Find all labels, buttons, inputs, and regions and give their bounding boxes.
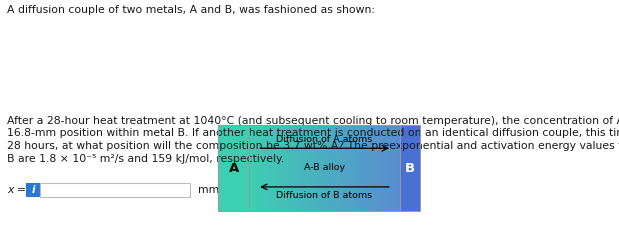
Text: A: A <box>228 161 239 175</box>
Text: After a 28-hour heat treatment at 1040°C (and subsequent cooling to room tempera: After a 28-hour heat treatment at 1040°C… <box>7 116 619 126</box>
Text: B: B <box>405 161 415 175</box>
Text: i: i <box>31 185 35 195</box>
Text: Diffusion of B atoms: Diffusion of B atoms <box>277 191 373 200</box>
Bar <box>26 183 40 197</box>
Text: 16.8-mm position within metal B. If another heat treatment is conducted on an id: 16.8-mm position within metal B. If anot… <box>7 129 619 138</box>
Text: A diffusion couple of two metals, A and B, was fashioned as shown:: A diffusion couple of two metals, A and … <box>7 5 375 15</box>
Bar <box>218 125 420 211</box>
Text: Diffusion of A atoms: Diffusion of A atoms <box>277 135 373 144</box>
Text: mm: mm <box>198 185 219 195</box>
Bar <box>40 183 190 197</box>
Text: B are 1.8 × 10⁻⁵ m²/s and 159 kJ/mol, respectively.: B are 1.8 × 10⁻⁵ m²/s and 159 kJ/mol, re… <box>7 154 284 164</box>
Text: 28 hours, at what position will the composition be 3.7 wt% A? The preexponential: 28 hours, at what position will the comp… <box>7 141 619 151</box>
Text: x =: x = <box>7 185 26 195</box>
Text: A-B alloy: A-B alloy <box>304 164 345 172</box>
